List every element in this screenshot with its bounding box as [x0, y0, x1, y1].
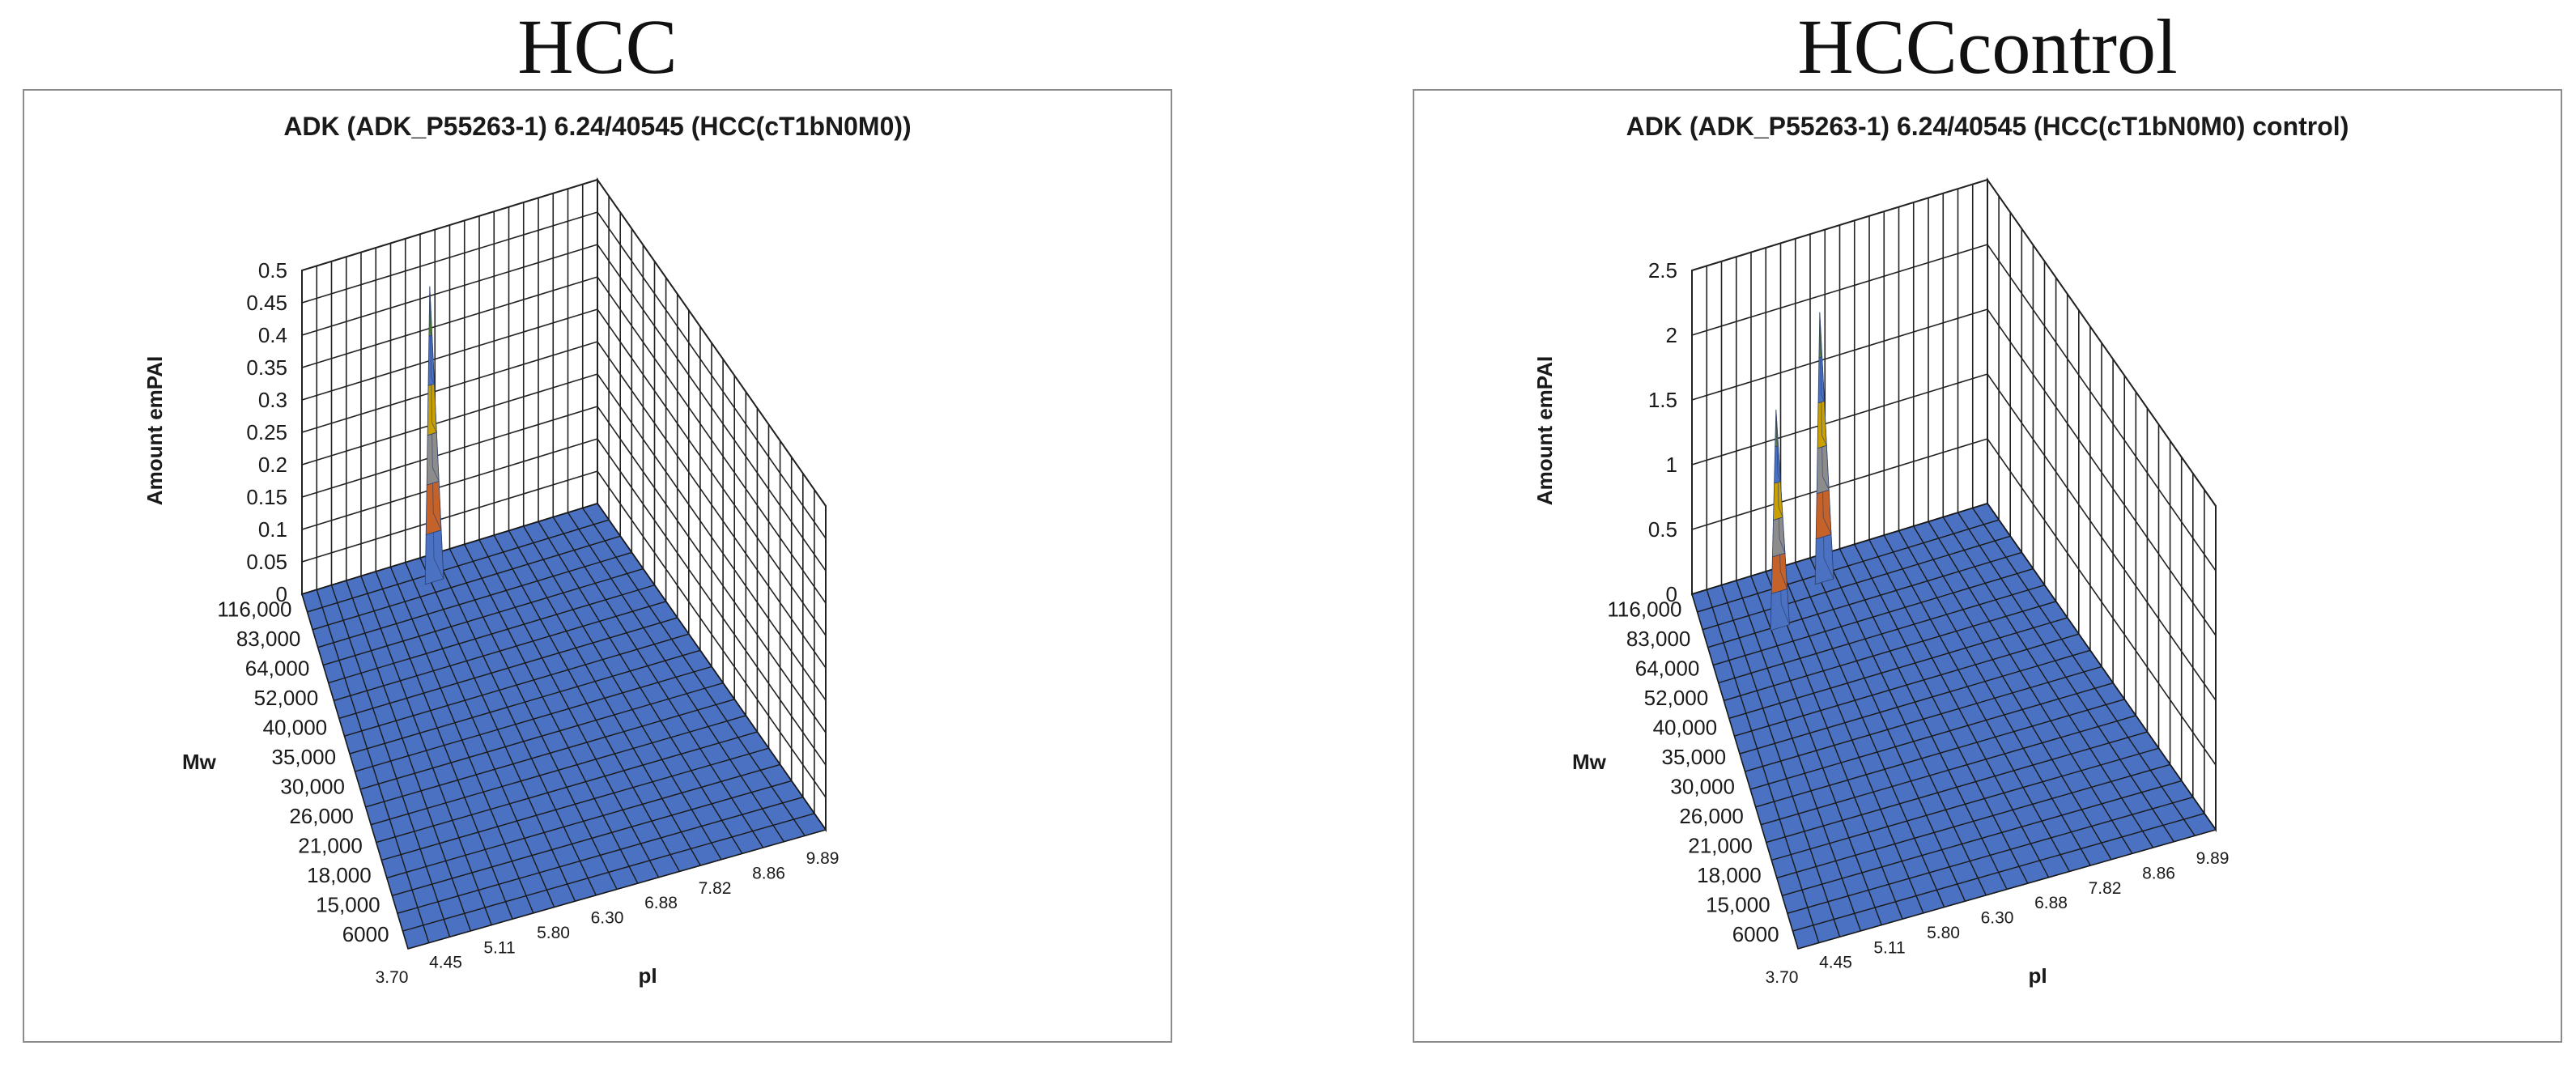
- pi-axis-label: pI: [638, 963, 657, 988]
- pi-axis-ticks: 3.70 4.45 5.11 5.80 6.30 6.88 7.82 8.86 9.89: [1766, 849, 2230, 987]
- z-axis-ticks: 0 0.05 0.1 0.15 0.2 0.25 0.3 0.35 0.4 0.45 0.5: [246, 258, 287, 606]
- z-tick-label: 2.5: [1648, 258, 1677, 283]
- peak-face: [1775, 410, 1779, 446]
- z-tick-label: 0.4: [258, 323, 287, 347]
- pi-tick-label: 5.80: [1927, 924, 1960, 942]
- mw-axis-label: Mw: [1572, 750, 1607, 774]
- wall-gridlines: [1691, 179, 2217, 831]
- mw-tick-label: 35,000: [1662, 745, 1727, 769]
- mw-tick-label: 26,000: [289, 804, 354, 828]
- pi-tick-label: 4.45: [429, 954, 462, 972]
- pi-tick-label: 6.30: [591, 909, 624, 928]
- z-tick-label: 0.45: [246, 291, 287, 315]
- pi-tick-label: 8.86: [2142, 864, 2175, 882]
- pi-tick-label: 5.11: [483, 938, 515, 957]
- peaks: [1770, 312, 1834, 631]
- z-tick-label: 2: [1666, 323, 1677, 347]
- z-tick-label: 0.1: [258, 517, 287, 542]
- mw-tick-label: 40,000: [263, 715, 328, 739]
- pi-tick-label: 6.88: [644, 894, 678, 912]
- z-tick-label: 0: [1666, 582, 1677, 606]
- pi-tick-label: 5.80: [537, 924, 570, 942]
- mw-tick-label: 6000: [1732, 922, 1779, 946]
- z-tick-label: 1: [1666, 453, 1677, 477]
- pi-tick-label: 4.45: [1819, 954, 1852, 972]
- hcc-chart-panel: ADK (ADK_P55263-1) 6.24/40545 (HCC(cT1bN…: [23, 89, 1172, 1043]
- mw-axis-ticks: 6000 15,000 18,000 21,000 26,000 30,000 35,000…: [217, 597, 389, 946]
- pi-tick-label: 9.89: [2196, 849, 2230, 868]
- floor-gridlines: [301, 503, 827, 950]
- pi-tick-label: 3.70: [376, 968, 409, 987]
- pi-tick-label: 6.88: [2034, 894, 2068, 912]
- hcc-3d-chart: ADK (ADK_P55263-1) 6.24/40545 (HCC(cT1bN…: [142, 112, 912, 988]
- peak-face: [429, 286, 433, 336]
- mw-tick-label: 116,000: [1607, 597, 1681, 621]
- z-tick-label: 0.15: [246, 485, 287, 509]
- mw-tick-label: 52,000: [1644, 686, 1709, 710]
- mw-tick-label: 15,000: [316, 892, 380, 916]
- hcc-control-header: HCCcontrol: [1797, 3, 2178, 90]
- z-tick-label: 0.05: [246, 550, 287, 574]
- hcc-control-chart-panel: ADK (ADK_P55263-1) 6.24/40545 (HCC(cT1bN…: [1413, 89, 2562, 1043]
- z-tick-label: 1.5: [1648, 388, 1677, 412]
- mw-axis-label: Mw: [182, 750, 217, 774]
- mw-tick-label: 35,000: [272, 745, 337, 769]
- hcc-control-3d-chart: ADK (ADK_P55263-1) 6.24/40545 (HCC(cT1bN…: [1532, 112, 2349, 988]
- peak-face: [1819, 312, 1823, 357]
- mw-tick-label: 21,000: [1688, 833, 1753, 857]
- mw-tick-label: 21,000: [298, 833, 363, 857]
- mw-tick-label: 26,000: [1679, 804, 1744, 828]
- hcc-header: HCC: [517, 3, 678, 90]
- pi-tick-label: 7.82: [2089, 879, 2122, 898]
- pi-axis-label: pI: [2028, 963, 2047, 988]
- mw-tick-label: 83,000: [236, 627, 301, 651]
- z-axis-ticks: 0 0.5 1 1.5 2 2.5: [1648, 258, 1677, 606]
- mw-axis-ticks: 6000 15,000 18,000 21,000 26,000 30,000 35,000…: [1607, 597, 1779, 946]
- mw-tick-label: 64,000: [1635, 656, 1700, 680]
- mw-tick-label: 30,000: [280, 774, 345, 798]
- mw-tick-label: 6000: [342, 922, 389, 946]
- z-axis-label: Amount emPAI: [1532, 356, 1557, 505]
- pi-tick-label: 9.89: [806, 849, 840, 868]
- mw-tick-label: 52,000: [254, 686, 319, 710]
- z-tick-label: 0.5: [258, 258, 287, 283]
- z-tick-label: 0.3: [258, 388, 287, 412]
- z-tick-label: 0.25: [246, 420, 287, 444]
- mw-tick-label: 18,000: [1697, 863, 1762, 887]
- z-tick-label: 0: [276, 582, 287, 606]
- pi-tick-label: 3.70: [1766, 968, 1799, 987]
- z-axis-label: Amount emPAI: [142, 356, 167, 505]
- chart-title: ADK (ADK_P55263-1) 6.24/40545 (HCC(cT1bN…: [1626, 112, 2349, 141]
- pi-tick-label: 8.86: [752, 864, 785, 882]
- z-tick-label: 0.2: [258, 453, 287, 477]
- mw-tick-label: 30,000: [1670, 774, 1735, 798]
- pi-axis-ticks: 3.70 4.45 5.11 5.80 6.30 6.88 7.82 8.86 9.89: [376, 849, 840, 987]
- mw-tick-label: 18,000: [307, 863, 372, 887]
- mw-tick-label: 15,000: [1706, 892, 1770, 916]
- pi-tick-label: 7.82: [699, 879, 732, 898]
- pi-tick-label: 5.11: [1873, 938, 1905, 957]
- mw-tick-label: 40,000: [1653, 715, 1718, 739]
- chart-title: ADK (ADK_P55263-1) 6.24/40545 (HCC(cT1bN…: [283, 112, 911, 141]
- mw-tick-label: 116,000: [217, 597, 291, 621]
- mw-tick-label: 83,000: [1626, 627, 1691, 651]
- z-tick-label: 0.5: [1648, 517, 1677, 542]
- mw-tick-label: 64,000: [245, 656, 310, 680]
- floor-gridlines: [1691, 503, 2217, 950]
- pi-tick-label: 6.30: [1981, 909, 2014, 928]
- peaks: [424, 286, 444, 585]
- z-tick-label: 0.35: [246, 355, 287, 380]
